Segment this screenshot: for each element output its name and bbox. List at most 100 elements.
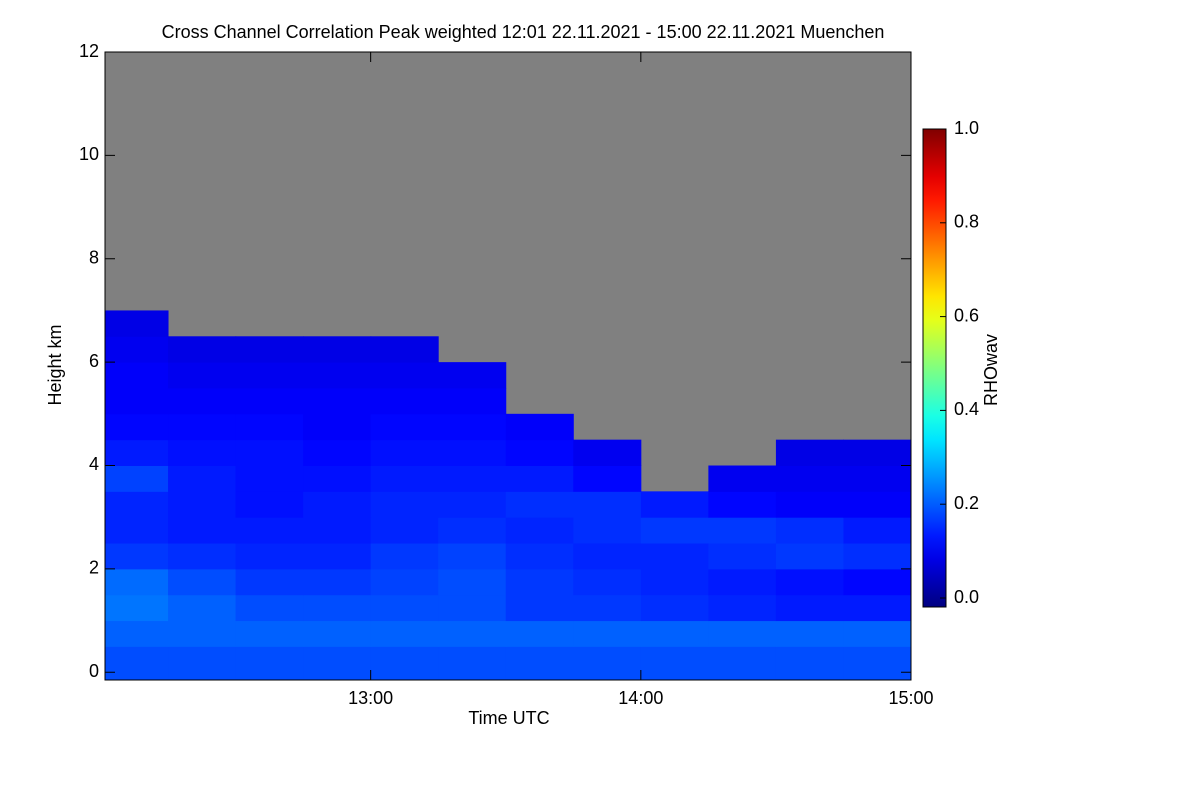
heat-cell [303, 620, 372, 647]
heat-cell [708, 543, 777, 570]
chart-title: Cross Channel Correlation Peak weighted … [162, 22, 885, 42]
colorbar-tick-label: 1.0 [954, 118, 979, 138]
heat-cell [775, 491, 844, 518]
heat-cell [640, 517, 709, 544]
heat-cell [843, 465, 912, 492]
heat-cell [168, 620, 237, 647]
colorbar-tick-label: 0.8 [954, 212, 979, 232]
heat-cell [775, 517, 844, 544]
heat-cell [370, 517, 439, 544]
heat-cell [708, 594, 777, 622]
x-axis-label: Time UTC [468, 708, 549, 728]
heat-cell [573, 517, 642, 544]
heat-cell [105, 646, 169, 681]
heat-cell [708, 568, 777, 596]
heat-cell [105, 413, 169, 441]
heat-cell [303, 646, 372, 681]
heat-cell [105, 568, 169, 596]
heat-cell [235, 594, 304, 622]
heat-cell [370, 465, 439, 492]
heat-cell [370, 362, 439, 389]
heat-cell [303, 465, 372, 492]
heat-cell [775, 594, 844, 622]
heat-cell [168, 413, 237, 441]
heat-cell [438, 439, 507, 466]
heat-cell [168, 439, 237, 466]
heat-cell [843, 594, 912, 622]
colorbar-label: RHOwav [981, 334, 1001, 406]
heat-cell [168, 387, 237, 415]
heat-cell [235, 387, 304, 415]
heat-cell [105, 387, 169, 415]
heat-cell [168, 336, 237, 363]
heat-cell [370, 620, 439, 647]
x-tick-label: 13:00 [348, 688, 393, 708]
heat-cell [573, 465, 642, 492]
y-tick-label: 2 [89, 558, 99, 578]
heat-cell [105, 620, 169, 647]
heat-cell [303, 568, 372, 596]
heat-cell [843, 646, 912, 681]
heat-cell [438, 646, 507, 681]
heat-cell [105, 491, 169, 518]
heat-cell [370, 543, 439, 570]
heat-cell [168, 517, 237, 544]
heat-cell [370, 646, 439, 681]
y-tick-label: 4 [89, 454, 99, 474]
heat-cell [708, 646, 777, 681]
heat-cell [640, 491, 709, 518]
y-axis-label: Height km [45, 324, 65, 405]
heat-cell [640, 543, 709, 570]
heat-cell [303, 491, 372, 518]
x-tick-label: 14:00 [618, 688, 663, 708]
heat-cell [235, 336, 304, 363]
heat-cell [105, 543, 169, 570]
heat-cell [168, 465, 237, 492]
heat-cell [505, 568, 574, 596]
heat-cell [505, 594, 574, 622]
colorbar [922, 128, 947, 608]
heat-cell [708, 517, 777, 544]
heat-cell [168, 568, 237, 596]
heat-cell [505, 517, 574, 544]
heat-cell [438, 413, 507, 441]
heat-cell [105, 336, 169, 363]
y-tick-label: 0 [89, 661, 99, 681]
heat-cell [640, 620, 709, 647]
heat-cell [843, 543, 912, 570]
colorbar-tick-label: 0.6 [954, 305, 979, 325]
heat-cell [235, 517, 304, 544]
heat-cell [438, 543, 507, 570]
heat-cell [168, 646, 237, 681]
heat-cell [438, 362, 507, 389]
y-tick-label: 10 [79, 144, 99, 164]
heat-cell [303, 387, 372, 415]
heat-cell [235, 362, 304, 389]
heat-cell [640, 568, 709, 596]
colorbar-tick-label: 0.4 [954, 399, 979, 419]
heat-cell [573, 543, 642, 570]
heat-cell [105, 362, 169, 389]
heat-cell [438, 568, 507, 596]
heat-cell [235, 439, 304, 466]
heat-cell [708, 620, 777, 647]
heat-cell [505, 491, 574, 518]
heat-cell [438, 387, 507, 415]
heat-cell [573, 568, 642, 596]
heat-cell [843, 439, 912, 466]
heat-cell [105, 439, 169, 466]
heat-cell [235, 413, 304, 441]
heat-cell [505, 413, 574, 441]
heat-cell [573, 439, 642, 466]
heat-cell [370, 336, 439, 363]
y-tick-label: 6 [89, 351, 99, 371]
heat-cell [168, 543, 237, 570]
heat-cell [640, 594, 709, 622]
heat-cell [573, 594, 642, 622]
heat-cell [303, 543, 372, 570]
heat-cell [775, 465, 844, 492]
heat-cell [370, 439, 439, 466]
heat-cell [168, 362, 237, 389]
heat-cell [775, 620, 844, 647]
heat-cell [438, 620, 507, 647]
